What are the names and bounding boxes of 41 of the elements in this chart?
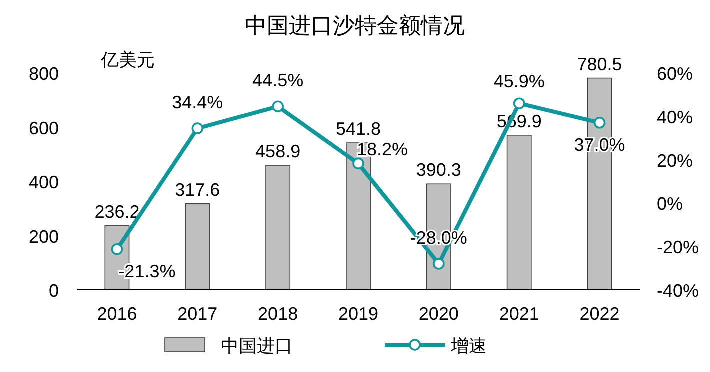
bar (506, 135, 532, 290)
x-tick-label: 2022 (580, 304, 620, 324)
x-tick-label: 2018 (258, 304, 298, 324)
y2-tick-label: 0% (657, 194, 684, 214)
point (433, 258, 445, 270)
x-tick-label: 2020 (418, 304, 459, 324)
chart-title: 中国进口沙特金额情况 (245, 13, 465, 38)
y2-tick-label: 20% (657, 150, 694, 171)
legend-label: 中国进口 (221, 336, 293, 356)
x-tick-label: 2017 (178, 304, 218, 324)
y-tick-label: 600 (28, 118, 59, 138)
text: 亿美元 (100, 50, 155, 70)
y-tick-label: 0 (48, 281, 59, 301)
data-label: 44.5% (252, 70, 304, 91)
data-label: 34.4% (172, 92, 224, 113)
x-tick-label: 2021 (499, 304, 540, 324)
point (594, 117, 606, 129)
data-label: 45.9% (494, 72, 545, 92)
y2-tick-label: 40% (657, 107, 694, 128)
y-tick-label: 400 (28, 172, 59, 192)
legend-label: 增速 (450, 336, 487, 356)
point (352, 158, 364, 170)
point (513, 98, 526, 110)
data-label: 236.2 (94, 202, 140, 222)
x-tick-label: 2019 (338, 304, 379, 324)
point (272, 100, 284, 113)
y-tick-label: 200 (28, 226, 59, 247)
bar (266, 165, 291, 290)
y2-tick-label: -20% (657, 238, 700, 258)
data-label: 541.8 (336, 119, 382, 140)
y2-tick-label: -40% (657, 281, 700, 301)
x-tick-label: 2016 (97, 304, 138, 324)
point (111, 244, 124, 256)
data-label: 458.9 (256, 142, 301, 162)
data-label: 390.3 (416, 160, 462, 180)
point (192, 122, 204, 134)
y-tick-label: 800 (28, 64, 59, 84)
data-label: 317.6 (175, 180, 220, 200)
bar (185, 203, 210, 290)
data-label: 780.5 (577, 54, 622, 74)
y2-tick-label: 60% (657, 64, 694, 84)
